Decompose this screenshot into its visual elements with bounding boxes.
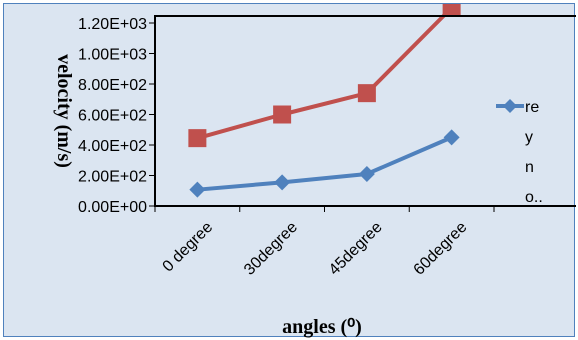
- y-tick-label: 2.00E+02: [78, 169, 147, 186]
- legend-label-line: n: [525, 159, 534, 176]
- legend-label-line: re: [525, 99, 539, 116]
- series-2-line: [196, 6, 454, 141]
- line-chart: 0.00E+00 2.00E+02 4.00E+02 6.00E+02 8.00E+02…: [53, 4, 576, 338]
- series-layer: [188, 4, 461, 198]
- legend: re yn o..: [496, 99, 543, 206]
- y-axis-title: velocity (m/s): [53, 54, 75, 168]
- y-axis-ticks: 0.00E+00 2.00E+02 4.00E+02 6.00E+02 8.00E+02…: [78, 16, 155, 216]
- legend-swatch-marker: [503, 99, 517, 113]
- y-tick-label: 1.20E+03: [78, 16, 147, 33]
- x-tick-label: 30degree: [241, 219, 301, 279]
- series-1-point: [189, 181, 206, 198]
- y-tick-label: 4.00E+02: [78, 138, 147, 155]
- series-1-point: [358, 165, 375, 182]
- x-tick-label: 0 degree: [160, 219, 217, 276]
- x-tick-label: 60degree: [411, 219, 471, 279]
- series-2-point: [188, 129, 207, 148]
- x-axis-title: angles (⁰): [282, 316, 362, 338]
- y-tick-label: 8.00E+02: [78, 77, 147, 94]
- y-tick-label: 1.00E+03: [78, 47, 147, 64]
- series-1-point: [274, 174, 291, 191]
- x-axis-ticks: 0 degree 30degree 45degree 60degree: [154, 206, 495, 279]
- series-2-point: [273, 105, 292, 124]
- series-1-point: [443, 129, 460, 146]
- series-2-point: [357, 84, 376, 103]
- y-tick-label: 0.00E+00: [78, 199, 147, 216]
- series-1-line: [197, 135, 453, 192]
- chart-frame: 0.00E+00 2.00E+02 4.00E+02 6.00E+02 8.00E+02…: [3, 3, 576, 338]
- legend-label-line: y: [525, 129, 533, 146]
- series-2-point: [442, 4, 461, 17]
- y-tick-label: 6.00E+02: [78, 108, 147, 125]
- legend-label-line: o..: [525, 189, 543, 206]
- x-tick-label: 45degree: [326, 219, 386, 279]
